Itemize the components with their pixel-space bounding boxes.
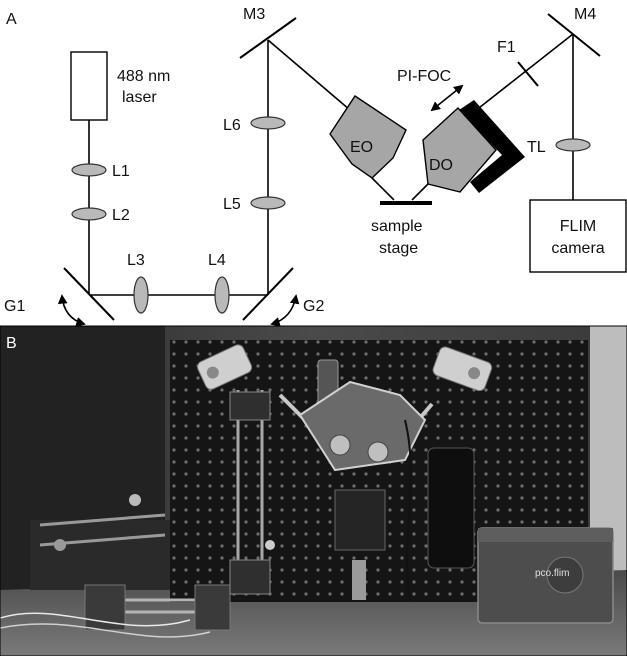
sample-label-line1: sample <box>371 218 423 235</box>
lens-l2-label: L2 <box>112 207 130 224</box>
mirror-m4-label: M4 <box>574 6 596 23</box>
sample-label-line2: stage <box>379 240 418 257</box>
objective-eo-photo <box>329 434 351 456</box>
tube-lens-column <box>427 447 475 569</box>
lens-l3 <box>133 276 149 314</box>
mirror-mount-right <box>432 346 493 392</box>
beam-path <box>88 33 574 296</box>
tower-mount-top <box>229 391 271 421</box>
rail-mount-2 <box>194 584 231 631</box>
g1-rotation-arrow <box>57 294 86 327</box>
left-rail-system <box>30 494 231 631</box>
do-label: DO <box>429 157 453 174</box>
eo-label: EO <box>350 139 373 156</box>
lens-l3-label: L3 <box>127 252 145 269</box>
lens-l5-label: L5 <box>223 196 241 213</box>
g2-rotation-arrow <box>270 294 300 327</box>
beam-m3-to-eo <box>267 39 351 111</box>
lens-l6-label: L6 <box>223 117 241 134</box>
pi-foc-piezo <box>459 100 525 193</box>
lens-l2 <box>71 207 107 221</box>
lens-tl-label: TL <box>527 139 546 156</box>
flim-camera-label-line2: camera <box>551 240 604 257</box>
mirror-g2-label: G2 <box>303 298 324 315</box>
mirror-m3-label: M3 <box>243 6 265 23</box>
beam-sample-to-do <box>411 183 429 201</box>
lens-l4 <box>214 276 230 314</box>
tower-mount-bottom <box>229 559 271 595</box>
excitation-objective <box>329 95 407 179</box>
lens-l6 <box>250 116 286 130</box>
cable-2 <box>0 623 211 638</box>
cable-1 <box>0 612 191 627</box>
pi-foc-label: PI-FOC <box>397 68 451 85</box>
camera-fan-grill <box>546 556 584 594</box>
lens-l4-label: L4 <box>208 252 226 269</box>
filter-f1-label: F1 <box>497 39 516 56</box>
beam-do-to-m4 <box>469 33 574 116</box>
rail-rod-1 <box>39 513 166 527</box>
mirror-mount-left <box>197 344 253 390</box>
laser-label-line2: laser <box>122 89 157 106</box>
pco-flim-camera: pco.flim <box>477 527 614 624</box>
flim-camera-box <box>529 199 627 273</box>
mirror-m3 <box>239 17 297 59</box>
panel-a-schematic: A 488 nm laser L1 L2 L3 L4 L6 L5 G1 <box>4 6 627 327</box>
mirror-g2 <box>242 267 294 321</box>
panel-b-photo: pco.flim B <box>0 325 627 657</box>
rail-knob-1 <box>129 494 141 506</box>
camera-brand-label: pco.flim <box>535 568 569 579</box>
mirror-m4 <box>547 13 601 57</box>
lens-tl <box>555 138 591 152</box>
vertical-tower <box>229 390 275 595</box>
tower-knob <box>265 540 275 550</box>
laser-label-line1: 488 nm <box>117 68 170 85</box>
camera-top-face <box>478 528 613 542</box>
mirror-g1-label: G1 <box>4 298 25 315</box>
filter-f1 <box>517 61 539 87</box>
laser-box <box>70 51 108 121</box>
detection-objective <box>422 107 497 193</box>
objective-do-photo <box>367 441 389 463</box>
mirror-g1 <box>63 267 115 321</box>
cable-3 <box>404 419 412 601</box>
beam-eo-to-sample <box>371 177 395 201</box>
stage-micrometer <box>352 560 366 600</box>
panel-b-label: B <box>6 335 17 352</box>
lens-l5 <box>250 196 286 210</box>
panel-a-label: A <box>6 11 17 28</box>
rail-knob-2 <box>54 539 66 551</box>
flim-camera-label-line1: FLIM <box>560 218 596 235</box>
pi-foc-motion-arrow <box>430 84 464 112</box>
objective-assembly <box>278 359 434 600</box>
sample-stage-photo <box>334 489 386 551</box>
lens-l1-label: L1 <box>112 163 130 180</box>
left-rail-base <box>30 520 170 590</box>
lens-l1 <box>71 163 107 177</box>
